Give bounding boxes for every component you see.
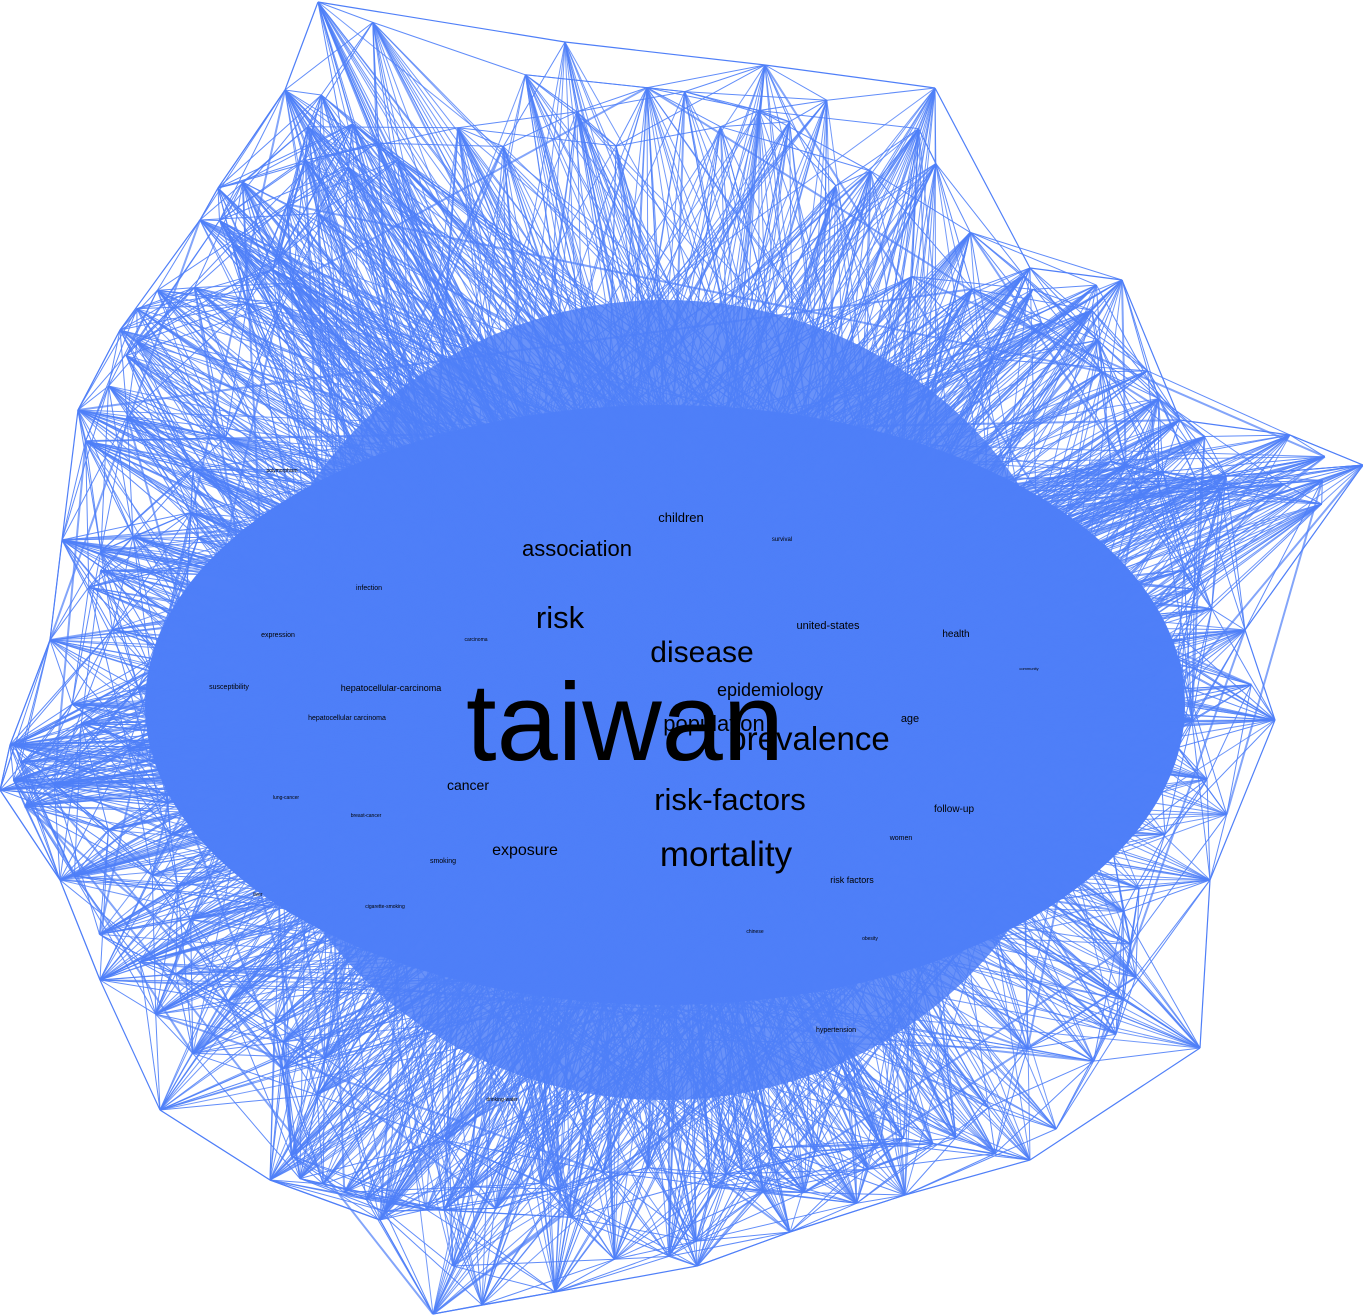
keyword-cigarette-smoking: cigarette-smoking	[365, 904, 405, 910]
keyword-hepatocellular-carcinoma-2: hepatocellular carcinoma	[308, 715, 386, 722]
keyword-health: health	[942, 629, 969, 640]
keyword-united-states: united-states	[797, 620, 860, 632]
keyword-carcinoma: carcinoma	[464, 637, 487, 643]
keyword-survival: survival	[772, 537, 792, 543]
keyword-age: age	[901, 713, 919, 725]
keyword-hypertension: hypertension	[816, 1027, 856, 1034]
keyword-expression: expression	[261, 632, 295, 639]
keyword-children: children	[658, 510, 704, 525]
keyword-mortality: mortality	[660, 835, 793, 874]
keyword-epidemiology: epidemiology	[717, 680, 823, 700]
keyword-risk-factors-2: risk factors	[830, 875, 874, 885]
keyword-susceptibility: susceptibility	[209, 684, 249, 691]
keyword-cancer: cancer	[447, 777, 489, 793]
keyword-smoking: smoking	[430, 858, 456, 865]
keyword-infection: infection	[356, 585, 382, 592]
keyword-hepatocellular-carcinoma: hepatocellular-carcinoma	[341, 683, 442, 693]
keyword-association: association	[522, 536, 632, 561]
keyword-drinking-water: drinking-water	[486, 1097, 518, 1103]
keyword-polymorphism: polymorphism	[266, 468, 297, 474]
keyword-risk-factors: risk-factors	[654, 782, 806, 817]
keyword-community: community	[1019, 666, 1038, 671]
keyword-exposure: exposure	[492, 842, 558, 859]
keyword-prevalence: prevalence	[728, 720, 889, 757]
keyword-obesity: obesity	[862, 936, 878, 942]
keyword-chinese: chinese	[746, 929, 763, 935]
keyword-lung-cancer: lung-cancer	[273, 795, 299, 801]
keyword-disease: disease	[650, 636, 753, 669]
keyword-liver: liver	[253, 892, 263, 898]
keyword-breast-cancer: breast-cancer	[351, 813, 382, 819]
keyword-risk: risk	[536, 600, 585, 635]
keyword-women: women	[889, 835, 913, 842]
keyword-follow-up: follow-up	[934, 804, 974, 815]
